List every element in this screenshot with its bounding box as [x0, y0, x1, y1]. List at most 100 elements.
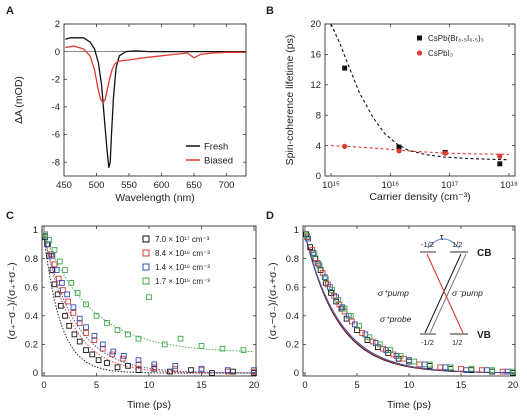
data-point: [93, 312, 100, 319]
panel-b-series: [330, 23, 510, 167]
data-point: [219, 345, 226, 352]
data-point: [66, 322, 73, 329]
cb-label: CB: [477, 248, 491, 259]
panel-a-frame: [63, 23, 247, 177]
panel-b-chart: 10¹⁵ 10¹⁶ 10¹⁷ 10¹⁸ 0 4 8 12 16 20 Carrier densit…: [284, 19, 518, 203]
data-point: [146, 294, 152, 301]
panel-label-b: B: [266, 5, 274, 17]
data-point: [311, 251, 318, 258]
data-point: [172, 365, 179, 372]
data-point: [161, 341, 168, 348]
data-point: [396, 148, 402, 154]
data-point: [359, 330, 366, 336]
data-point: [499, 368, 506, 375]
data-point: [95, 357, 102, 363]
x-tick-label: 650: [186, 180, 202, 191]
y-tick-label: 1: [33, 225, 38, 236]
pump-minus-label: σ⁻pump: [452, 288, 483, 298]
data-point: [305, 235, 311, 242]
data-point: [352, 321, 358, 328]
legend-marker: [142, 235, 150, 243]
data-point: [230, 368, 236, 375]
panel-b-frame: [324, 23, 516, 177]
data-point: [54, 291, 61, 298]
legend-marker: [142, 277, 150, 285]
data-point: [348, 318, 355, 325]
vb-label: VB: [477, 330, 491, 341]
panel-b-xlabel: Carrier density (cm⁻³): [369, 191, 470, 203]
data-point: [387, 347, 394, 353]
data-point: [114, 327, 121, 333]
panel-c-legend: 7.0 × 10¹⁷ cm⁻³ 8.4 × 10¹⁶ cm⁻³ 1.4 × 10¹⁶…: [142, 235, 210, 286]
legend-label: 1.7 × 10¹⁵ cm⁻³: [155, 277, 210, 286]
data-point: [336, 301, 343, 308]
y-tick-label: 8: [316, 110, 321, 121]
panel-d-series: [303, 231, 516, 376]
data-point: [411, 358, 418, 365]
data-point: [53, 267, 60, 273]
data-point: [377, 341, 383, 348]
x-tick-label: 700: [219, 180, 235, 191]
data-point: [458, 365, 464, 372]
y-tick-label: 0: [55, 47, 60, 58]
x-tick-label: 5: [94, 380, 99, 391]
data-point: [468, 365, 475, 372]
panel-c-series: [42, 231, 257, 376]
data-point: [393, 352, 400, 359]
y-tick-label: 20: [310, 19, 321, 30]
y-tick-label: 4: [316, 141, 321, 152]
fit-line: [304, 234, 513, 374]
pump-minus-arrow: [426, 253, 464, 334]
x-tick-label: 600: [154, 180, 170, 191]
data-point: [366, 334, 373, 341]
panel-a-axes: 450 500 550 600 650 700 -8 -6 -4 -2 0 2: [52, 19, 246, 191]
data-point: [104, 320, 110, 326]
data-point: [504, 368, 511, 375]
probe-plus-arrow: [429, 253, 467, 334]
data-point: [99, 341, 106, 348]
tau-arc: [427, 238, 460, 249]
data-point: [328, 290, 334, 296]
x-tick-label: 10¹⁵: [322, 180, 340, 191]
y-tick-label: 0.4: [25, 311, 38, 322]
data-point: [151, 364, 158, 371]
fit-line: [330, 145, 510, 155]
legend-label: 8.4 × 10¹⁶ cm⁻³: [155, 249, 210, 258]
y-tick-label: 0.4: [286, 311, 299, 322]
probe-plus-label: σ⁺probe: [380, 314, 412, 324]
data-point: [135, 361, 142, 368]
panel-c-chart: 0 5 10 15 20 0 0.2 0.4 0.6 0.8 1 Time (ps) (σ₊−σ₋)…: [6, 225, 259, 411]
data-point: [400, 355, 407, 362]
data-point: [224, 367, 231, 373]
cb-right-state: 1/2: [452, 240, 462, 249]
data-point: [62, 267, 68, 273]
pump-plus-label: σ⁺pump: [378, 288, 409, 298]
panel-d-ylabel: (σ₊−σ₋)/(σ₊+σ₋): [267, 262, 279, 339]
data-point: [240, 347, 247, 353]
x-tick-label: 15: [456, 380, 467, 391]
data-point: [347, 312, 354, 319]
data-point: [76, 320, 83, 326]
data-point: [91, 337, 98, 343]
panel-c-xlabel: Time (ps): [127, 399, 171, 411]
y-tick-label: 0.6: [286, 282, 299, 293]
data-point: [390, 351, 397, 358]
data-point: [65, 298, 72, 305]
data-point: [151, 361, 158, 368]
data-point: [51, 261, 58, 268]
data-point: [198, 365, 205, 372]
data-point: [342, 143, 348, 149]
x-tick-label: 20: [508, 380, 519, 391]
data-point: [110, 348, 117, 355]
data-point: [46, 237, 53, 243]
x-tick-label: 450: [56, 180, 72, 191]
data-point: [135, 367, 142, 373]
fit-line: [43, 237, 254, 374]
legend-marker: [142, 249, 150, 257]
x-tick-label: 500: [89, 180, 105, 191]
data-point: [83, 324, 89, 331]
data-point: [177, 335, 184, 342]
fit-line: [330, 23, 510, 161]
x-tick-label: 10: [144, 380, 155, 391]
